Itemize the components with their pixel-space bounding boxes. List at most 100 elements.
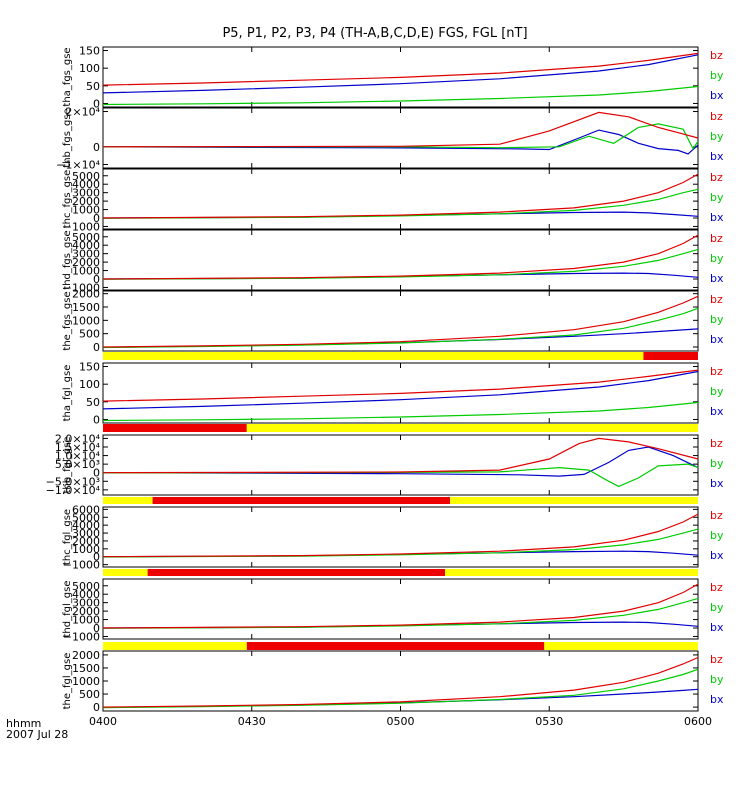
- panel-frame: [102, 506, 699, 568]
- y-tick-label: 500: [79, 328, 100, 341]
- panel-frame: [102, 168, 699, 230]
- y-tick-label: 2000: [72, 195, 100, 208]
- y-tick-label: 4000: [72, 519, 100, 532]
- panel-frame: [102, 107, 699, 169]
- y-tick-label: 1000: [72, 614, 100, 627]
- y-tick-label: 5000: [72, 511, 100, 524]
- y-tick-label: 3000: [72, 597, 100, 610]
- series-bx-line: [102, 446, 699, 477]
- y-tick-label: 1000: [72, 265, 100, 278]
- y-tick-label: 0: [93, 413, 100, 426]
- y-axis-label: tha_fgl_gse: [62, 365, 73, 422]
- series-bz-line: [102, 173, 699, 219]
- mode-bar-segment: [246, 424, 698, 432]
- mode-bar-segment: [152, 497, 451, 504]
- y-tick-label: 50: [86, 396, 100, 409]
- legend-by: by: [710, 191, 724, 204]
- y-axis-label: thb_fgs_gse: [62, 108, 73, 167]
- mode-bar-segment: [103, 424, 247, 432]
- legend-bx: bx: [710, 272, 724, 285]
- mode-bar-segment: [445, 569, 698, 576]
- legend-bx: bx: [710, 211, 724, 224]
- mode-bar-segment: [103, 642, 247, 650]
- y-tick-label: 2.0×10⁴: [55, 432, 101, 445]
- x-tick-label: 0430: [238, 715, 266, 728]
- legend-bx: bx: [710, 405, 724, 418]
- legend-bz: bz: [710, 171, 723, 184]
- legend-by: by: [710, 252, 724, 265]
- mode-bar-segment: [103, 352, 644, 360]
- legend-by: by: [710, 313, 724, 326]
- legend-bz: bz: [710, 49, 723, 62]
- y-tick-label: 0: [93, 97, 100, 110]
- legend-bx: bx: [710, 150, 724, 163]
- legend-bx: bx: [710, 549, 724, 562]
- series-bx-line: [102, 129, 699, 155]
- y-tick-label: 4000: [72, 588, 100, 601]
- series-bz-line: [102, 583, 699, 629]
- y-tick-label: 2000: [72, 256, 100, 269]
- y-axis-label: thd_fgs_gse: [62, 230, 73, 289]
- series-by-line: [102, 248, 699, 280]
- series-by-line: [102, 528, 699, 558]
- panel-frame: [102, 578, 699, 640]
- y-tick-label: 4000: [72, 178, 100, 191]
- legend-bx: bx: [710, 89, 724, 102]
- y-tick-label: 1000: [72, 543, 100, 556]
- y-tick-label: 0: [93, 212, 100, 225]
- y-tick-label: 150: [79, 361, 100, 374]
- y-axis-label: tha_fgs_gse: [62, 47, 73, 106]
- y-axis-label: thd_fgl_gse: [62, 581, 73, 638]
- y-tick-label: 1000: [72, 204, 100, 217]
- y-tick-label: 5000: [72, 170, 100, 183]
- y-tick-label: 0: [93, 551, 100, 564]
- series-bz-line: [102, 437, 699, 474]
- legend-bx: bx: [710, 621, 724, 634]
- y-tick-label: 1500: [72, 662, 100, 675]
- legend-bz: bz: [710, 653, 723, 666]
- mode-bar-segment: [147, 569, 446, 576]
- legend-bz: bz: [710, 110, 723, 123]
- y-tick-label: −1000: [63, 281, 100, 294]
- panel-frame: [102, 434, 699, 496]
- y-tick-label: 0: [93, 273, 100, 286]
- y-tick-label: 2000: [72, 535, 100, 548]
- y-tick-label: −1×10⁴: [56, 158, 100, 171]
- series-bx-line: [102, 54, 699, 94]
- legend-bz: bz: [710, 365, 723, 378]
- series-by-line: [103, 123, 699, 150]
- y-tick-label: 5.0×10³: [55, 458, 100, 471]
- y-tick-label: 3000: [72, 248, 100, 261]
- y-tick-label: 5000: [72, 580, 100, 593]
- x-tick-label: 0600: [684, 715, 712, 728]
- y-tick-label: 5000: [72, 231, 100, 244]
- legend-bx: bx: [710, 477, 724, 490]
- series-by-line: [102, 188, 699, 219]
- series-by-line: [102, 668, 699, 709]
- y-tick-label: 2×10⁴: [65, 106, 100, 119]
- y-tick-label: 0: [93, 467, 100, 480]
- y-tick-label: −5.0×10³: [46, 475, 100, 488]
- legend-by: by: [710, 130, 724, 143]
- mode-bar-segment: [103, 497, 153, 504]
- legend-by: by: [710, 457, 724, 470]
- y-axis-label: thc_fgs_gse: [62, 170, 73, 229]
- series-bz-line: [102, 111, 699, 148]
- y-tick-label: 6000: [72, 503, 100, 516]
- legend-bz: bz: [710, 232, 723, 245]
- y-axis-label: the_fgs_gse: [62, 291, 73, 350]
- y-tick-label: 1000: [72, 675, 100, 688]
- mode-bar-segment: [246, 642, 545, 650]
- legend-bx: bx: [710, 693, 724, 706]
- y-tick-label: 100: [79, 378, 100, 391]
- series-by-line: [102, 85, 699, 106]
- x-tick-label: 0400: [89, 715, 117, 728]
- mode-bar-segment: [643, 352, 698, 360]
- y-tick-label: 150: [79, 45, 100, 58]
- legend-bz: bz: [710, 437, 723, 450]
- legend-by: by: [710, 601, 724, 614]
- mode-bar-segment: [103, 569, 148, 576]
- x-axis-label: hhmm: [6, 717, 42, 730]
- y-axis-label: thb_fgl_gse: [62, 437, 73, 494]
